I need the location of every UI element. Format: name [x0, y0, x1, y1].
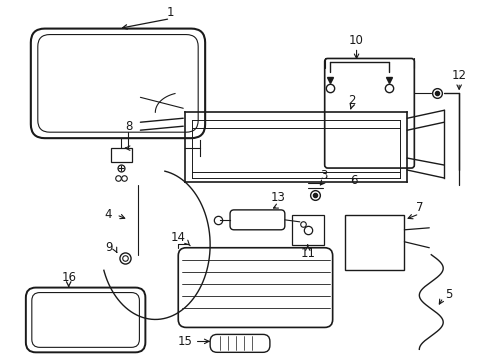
Text: 1: 1 [166, 6, 174, 19]
Text: 5: 5 [445, 288, 452, 301]
Text: 14: 14 [170, 231, 185, 244]
Text: 10: 10 [348, 34, 363, 47]
Bar [110, 148, 132, 162]
Text: 16: 16 [61, 271, 76, 284]
Text: 4: 4 [104, 208, 112, 221]
Text: 8: 8 [124, 120, 132, 133]
Text: 3: 3 [319, 168, 326, 181]
Text: 9: 9 [104, 241, 112, 254]
Text: 12: 12 [451, 69, 466, 82]
Text: 13: 13 [270, 192, 285, 204]
Text: 11: 11 [300, 247, 315, 260]
Text: 7: 7 [415, 201, 422, 215]
Bar [344, 215, 404, 270]
Text: 15: 15 [178, 335, 192, 348]
Bar [291, 215, 323, 245]
Text: 6: 6 [349, 174, 357, 186]
Text: 2: 2 [347, 94, 355, 107]
